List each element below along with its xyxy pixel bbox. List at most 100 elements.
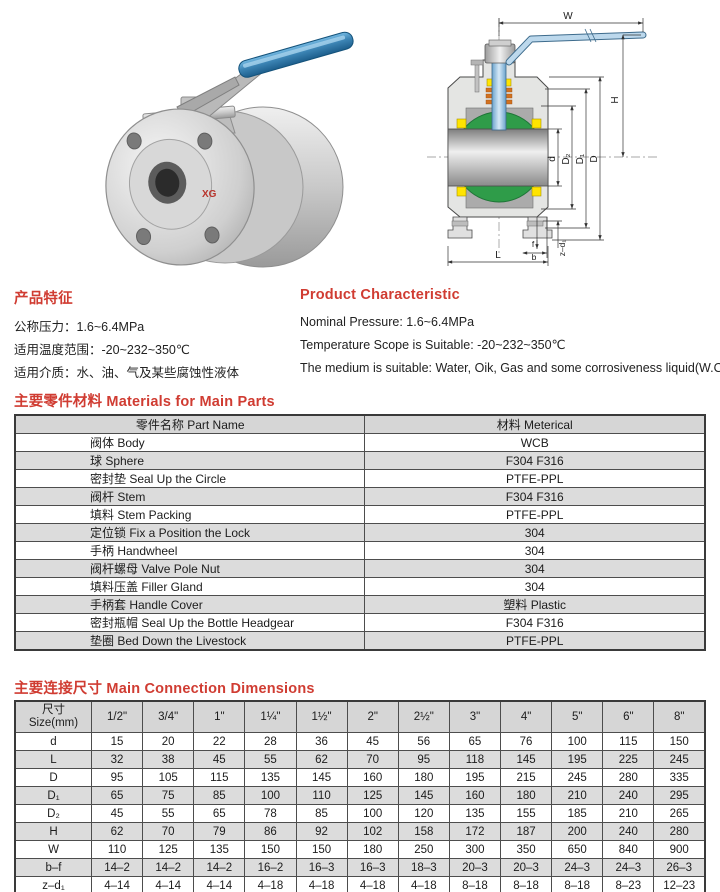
value-cell: 145 [295,768,348,787]
dim-d-label: d [547,156,558,162]
value-cell: 55 [142,804,195,823]
value-cell: 45 [346,732,399,751]
material-cell: PTFE-PPL [364,631,706,651]
col-header-size-value: 1/2" [90,700,144,733]
value-cell: 85 [295,804,348,823]
value-cell: 215 [499,768,553,787]
value-cell: 8–18 [448,876,502,892]
value-cell: 115 [193,768,246,787]
value-cell: 22 [193,732,246,751]
part-name-cell: 填料压盖 Filler Gland [14,577,366,596]
table-row: 球 Sphere F304 F316 [14,451,706,470]
features-zh-title: 产品特征 [14,291,73,307]
col-header-size-value: 1" [193,700,246,733]
dimension-lines [447,18,644,266]
col-header-size-value: 8" [653,700,706,733]
bolt-hole [126,132,142,150]
materials-table: 零件名称 Part Name 材料 Meterical 阀体 Body WCB 球 … [14,414,706,651]
dim-dd-label: D [589,155,600,162]
value-cell: 28 [244,732,297,751]
value-cell: 14–2 [90,858,144,877]
row-label-cell: d [14,732,92,751]
value-cell: 16–3 [346,858,399,877]
dimensions-table-head: 尺寸 Size(mm) 1/2" 3/4" 1" 1¼" 1½" 2" 2½" 3" 4" 5" 6… [14,700,706,733]
value-cell: 135 [448,804,502,823]
value-cell: 85 [193,786,246,805]
table-row: L 32 38 45 55 62 70 95 118 145 195 225 245 [14,750,706,769]
value-cell: 12–23 [653,876,706,892]
value-cell: 55 [244,750,297,769]
value-cell: 350 [499,840,553,859]
part-name-cell: 阀杆螺母 Valve Pole Nut [14,559,366,578]
value-cell: 195 [448,768,502,787]
value-cell: 92 [295,822,348,841]
col-header-size-value: 3/4" [142,700,195,733]
table-header-row: 零件名称 Part Name 材料 Meterical [14,414,706,434]
table-row: W 110 125 135 150 150 180 250 300 350 650 840 900 [14,840,706,859]
value-cell: 187 [499,822,553,841]
value-cell: 105 [142,768,195,787]
value-cell: 135 [244,768,297,787]
part-name-cell: 填料 Stem Packing [14,505,366,524]
col-header-size-value: 6" [602,700,655,733]
value-cell: 115 [602,732,655,751]
value-cell: 195 [551,750,604,769]
value-cell: 75 [142,786,195,805]
value-cell: 38 [142,750,195,769]
size-label-en: Size(mm) [28,717,79,729]
value-cell: 20–3 [499,858,553,877]
material-cell: PTFE-PPL [364,505,706,524]
value-cell: 62 [90,822,144,841]
value-cell: 70 [346,750,399,769]
row-label-cell: L [14,750,92,769]
value-cell: 150 [653,732,706,751]
materials-title: 主要零件材料 Materials for Main Parts [14,394,275,410]
part-name-cell: 密封瓶帽 Seal Up the Bottle Headgear [14,613,366,632]
table-row: 密封瓶帽 Seal Up the Bottle Headgear F304 F31… [14,613,706,632]
value-cell: 240 [602,822,655,841]
value-cell: 14–2 [142,858,195,877]
row-label-cell: W [14,840,92,859]
value-cell: 118 [448,750,502,769]
table-row: 填料压盖 Filler Gland 304 [14,577,706,596]
features-en-title: Product Characteristic [300,287,460,303]
value-cell: 160 [346,768,399,787]
value-cell: 45 [90,804,144,823]
feature-line: Temperature Scope is Suitable: -20~232~3… [300,338,566,352]
col-header-material: 材料 Meterical [364,414,706,434]
valve-handle-grip [238,31,354,78]
value-cell: 210 [551,786,604,805]
value-cell: 16–2 [244,858,297,877]
bolt-hole [136,228,152,246]
col-header-size-value: 5" [551,700,604,733]
value-cell: 79 [193,822,246,841]
value-cell: 172 [448,822,502,841]
table-header-row: 尺寸 Size(mm) 1/2" 3/4" 1" 1¼" 1½" 2" 2½" 3" 4" 5" 6… [14,700,706,733]
value-cell: 100 [244,786,297,805]
value-cell: 62 [295,750,348,769]
table-row: 密封垫 Seal Up the Circle PTFE-PPL [14,469,706,488]
dimensions-title: 主要连接尺寸 Main Connection Dimensions [14,681,315,697]
value-cell: 100 [551,732,604,751]
value-cell: 16–3 [295,858,348,877]
value-cell: 110 [90,840,144,859]
value-cell: 4–18 [295,876,348,892]
value-cell: 8–18 [499,876,553,892]
value-cell: 125 [142,840,195,859]
value-cell: 210 [602,804,655,823]
value-cell: 180 [499,786,553,805]
dim-zd1-label: z–d₁ [557,240,567,257]
value-cell: 65 [90,786,144,805]
value-cell: 65 [448,732,502,751]
value-cell: 8–23 [602,876,655,892]
value-cell: 45 [193,750,246,769]
value-cell: 24–3 [551,858,604,877]
col-header-size-value: 3" [448,700,502,733]
value-cell: 4–18 [397,876,450,892]
feature-line: The medium is suitable: Water, Oik, Gas … [300,361,720,375]
value-cell: 150 [295,840,348,859]
feature-line: 适用介质：水、油、气及某些腐蚀性液体 [14,366,240,380]
stem-assembly [470,39,516,131]
table-row: 填料 Stem Packing PTFE-PPL [14,505,706,524]
